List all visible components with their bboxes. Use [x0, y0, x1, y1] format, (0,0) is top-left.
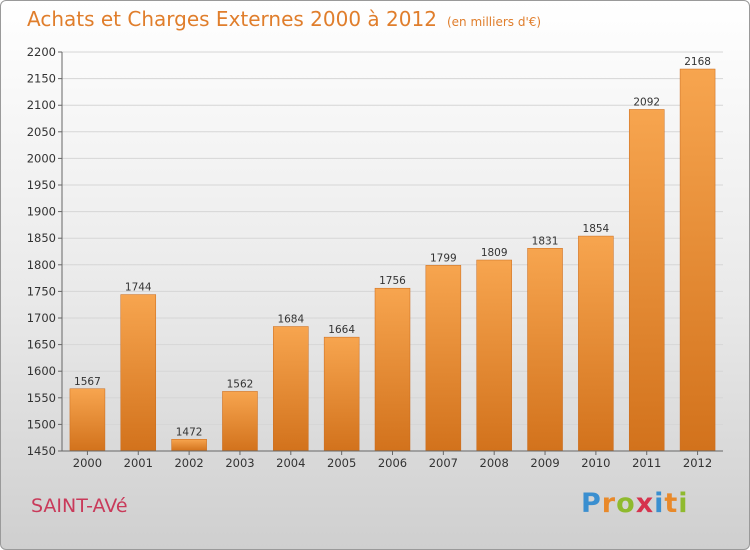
x-tick-label-2008: 2008 [480, 456, 509, 470]
x-tick-label-2001: 2001 [124, 456, 153, 470]
logo-letter: o [616, 488, 636, 519]
y-tick-label: 1800 [27, 258, 56, 272]
logo-letter: x [635, 488, 655, 519]
data-label-2012: 2168 [684, 56, 711, 68]
data-label-2005: 1664 [328, 324, 355, 336]
y-tick-label: 2150 [27, 72, 56, 86]
y-tick-label: 1450 [27, 444, 56, 458]
x-tick-label-2011: 2011 [632, 456, 661, 470]
logo-letter: r [601, 488, 617, 519]
proxiti-logo: Proxiti [581, 488, 689, 519]
bar-2001 [120, 294, 157, 452]
data-labels: 1567 1744 1472 1562 1684 1664 1756 1799 1809 1831… [74, 56, 711, 438]
bar-2004 [273, 326, 309, 452]
y-tick-label: 1550 [27, 391, 56, 405]
y-tick-label: 2000 [27, 151, 56, 165]
data-label-2000: 1567 [74, 376, 101, 388]
y-tick-label: 1950 [27, 178, 56, 192]
data-label-2007: 1799 [430, 252, 457, 264]
x-tick-label-2006: 2006 [378, 456, 407, 470]
bar-2011 [628, 109, 665, 452]
bar-2007 [425, 265, 462, 452]
data-label-2002: 1472 [176, 426, 203, 438]
bar-2008 [476, 259, 512, 452]
x-tick-label-2010: 2010 [581, 456, 610, 470]
x-tick-label-2003: 2003 [225, 456, 254, 470]
bar-2002 [171, 439, 207, 452]
data-label-2004: 1684 [277, 314, 304, 326]
bar-2010 [578, 235, 614, 452]
y-tick-label: 1850 [27, 231, 56, 245]
commune-name: SAINT-AVé [31, 495, 128, 517]
chart-title: Achats et Charges Externes 2000 à 2012 (e… [27, 7, 542, 31]
y-tick-label: 1650 [27, 338, 56, 352]
y-tick-label: 2100 [27, 98, 56, 112]
logo-letter: i [678, 488, 689, 519]
bar-2009 [527, 248, 563, 452]
y-tick-label: 2200 [27, 45, 56, 59]
bar-2012 [679, 68, 716, 452]
data-label-2006: 1756 [379, 275, 406, 287]
data-label-2009: 1831 [532, 235, 559, 247]
bar-2000 [69, 388, 106, 452]
y-tick-label: 1700 [27, 311, 56, 325]
bar-2005 [323, 336, 360, 452]
x-axis-ticks: 2000 2001 2002 2003 2004 2005 2006 2007 2008 2009… [73, 451, 712, 470]
y-tick-label: 2050 [27, 125, 56, 139]
data-label-2011: 2092 [633, 96, 660, 108]
x-tick-label-2012: 2012 [683, 456, 712, 470]
logo-letter: t [664, 488, 679, 519]
chart-subtitle: (en milliers d'€) [446, 15, 542, 29]
data-label-2003: 1562 [227, 378, 254, 390]
y-tick-label: 1500 [27, 417, 56, 431]
y-tick-label: 1750 [27, 284, 56, 298]
data-label-2010: 1854 [583, 223, 610, 235]
logo-letter: P [581, 488, 602, 519]
x-tick-label-2002: 2002 [174, 456, 203, 470]
x-tick-label-2009: 2009 [530, 456, 559, 470]
x-tick-label-2000: 2000 [73, 456, 102, 470]
y-tick-label: 1600 [27, 364, 56, 378]
x-tick-label-2007: 2007 [429, 456, 458, 470]
bar-2006 [374, 287, 411, 452]
logo-letter: i [654, 488, 665, 519]
data-label-2001: 1744 [125, 282, 152, 294]
x-tick-label-2004: 2004 [276, 456, 305, 470]
y-tick-label: 1900 [27, 205, 56, 219]
bars [69, 68, 716, 452]
bar-2003 [222, 391, 258, 452]
y-axis-ticks: 1450 1500 1550 1600 1650 1700 1750 1800 1850 1900… [27, 45, 62, 458]
x-tick-label-2005: 2005 [327, 456, 356, 470]
data-label-2008: 1809 [481, 247, 508, 259]
